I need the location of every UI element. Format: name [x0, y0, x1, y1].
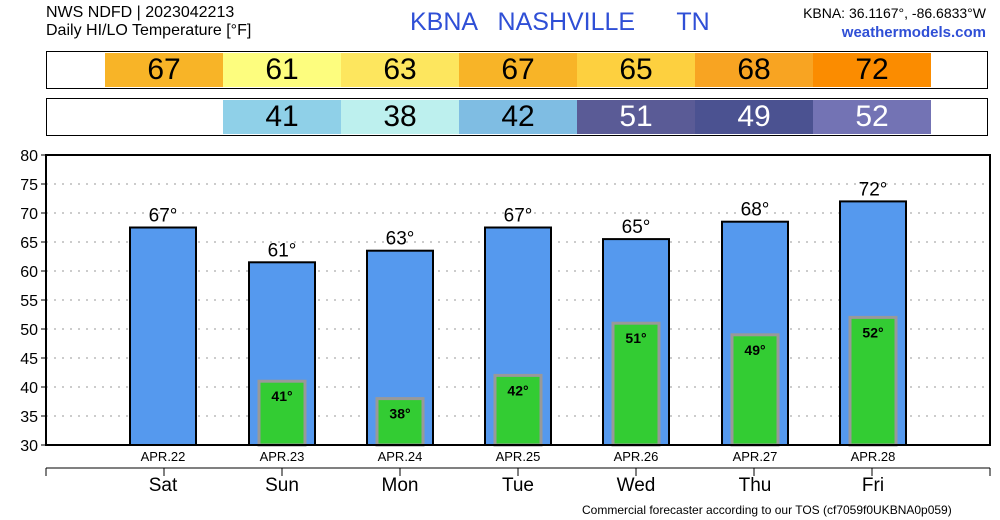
high-temp-bar [129, 226, 197, 446]
high-temp-label: 61° [268, 240, 297, 261]
high-temp-cell: 61 [223, 53, 341, 87]
high-temp-label: 72° [859, 179, 888, 200]
high-temp-cell: 65 [577, 53, 695, 87]
y-tick-label: 65 [20, 235, 38, 252]
low-temp-cell: 38 [341, 100, 459, 134]
y-tick-label: 40 [20, 380, 38, 397]
date-label: APR.28 [851, 449, 896, 464]
variable-line: Daily HI/LO Temperature [°F] [46, 22, 252, 39]
low-temp-cell: 52 [813, 100, 931, 134]
y-tick-label: 80 [20, 148, 38, 165]
low-temp-bar [493, 373, 543, 447]
low-temp-cell: 49 [695, 100, 813, 134]
y-tick-label: 30 [20, 438, 38, 455]
station-title: KBNA NASHVILLE TN [410, 8, 710, 36]
day-label: Sun [265, 475, 299, 496]
low-temp-row: 41 38 42 51 49 52 [46, 98, 988, 136]
coordinates: KBNA: 36.1167°, -86.6833°W [803, 5, 986, 21]
y-tick-label: 50 [20, 322, 38, 339]
low-temp-label: 38° [389, 406, 410, 422]
date-label: APR.23 [260, 449, 305, 464]
high-temp-label: 67° [149, 206, 178, 227]
y-tick-label: 35 [20, 409, 38, 426]
header-left: NWS NDFD | 2023042213 Daily HI/LO Temper… [46, 4, 251, 40]
footer-note: Commercial forecaster according to our T… [582, 503, 952, 517]
high-temp-cell: 63 [341, 53, 459, 87]
day-label: Thu [739, 475, 772, 496]
high-temp-label: 68° [741, 200, 770, 221]
low-temp-label: 42° [507, 382, 528, 398]
day-label: Fri [862, 475, 884, 496]
low-temp-label: 51° [625, 330, 646, 346]
header-right: KBNA: 36.1167°, -86.6833°W weathermodels… [803, 4, 986, 42]
low-temp-cell: 42 [459, 100, 577, 134]
day-label: Tue [502, 475, 534, 496]
date-label: APR.24 [378, 449, 423, 464]
high-temp-cell: 67 [105, 53, 223, 87]
y-tick-label: 70 [20, 206, 38, 223]
y-tick-label: 75 [20, 177, 38, 194]
y-tick-label: 60 [20, 264, 38, 281]
day-label: Wed [617, 475, 656, 496]
high-temp-label: 67° [504, 206, 533, 227]
low-temp-cell: 41 [223, 100, 341, 134]
high-temp-cell: 67 [459, 53, 577, 87]
low-temp-cell: 51 [577, 100, 695, 134]
date-label: APR.22 [141, 449, 186, 464]
product-line: NWS NDFD | 2023042213 [46, 4, 235, 21]
high-temp-cell: 68 [695, 53, 813, 87]
site-link[interactable]: weathermodels.com [841, 24, 986, 41]
high-temp-label: 63° [386, 229, 415, 250]
low-temp-cell [105, 100, 223, 134]
high-temp-label: 65° [622, 217, 651, 238]
plot-frame [45, 154, 991, 446]
date-label: APR.26 [614, 449, 659, 464]
low-temp-label: 41° [271, 388, 292, 404]
date-label: APR.25 [496, 449, 541, 464]
date-label: APR.27 [733, 449, 778, 464]
temperature-chart: 30 35 40 45 50 55 60 65 70 75 80 67° 61° 63° 67° 65° 68°… [20, 148, 991, 496]
day-label: Mon [382, 475, 419, 496]
y-tick-label: 45 [20, 351, 38, 368]
low-temp-label: 49° [744, 342, 765, 358]
y-tick-label: 55 [20, 293, 38, 310]
high-temp-row: 67 61 63 67 65 68 72 [46, 51, 988, 89]
day-label: Sat [149, 475, 178, 496]
low-temp-label: 52° [862, 324, 883, 340]
high-temp-cell: 72 [813, 53, 931, 87]
